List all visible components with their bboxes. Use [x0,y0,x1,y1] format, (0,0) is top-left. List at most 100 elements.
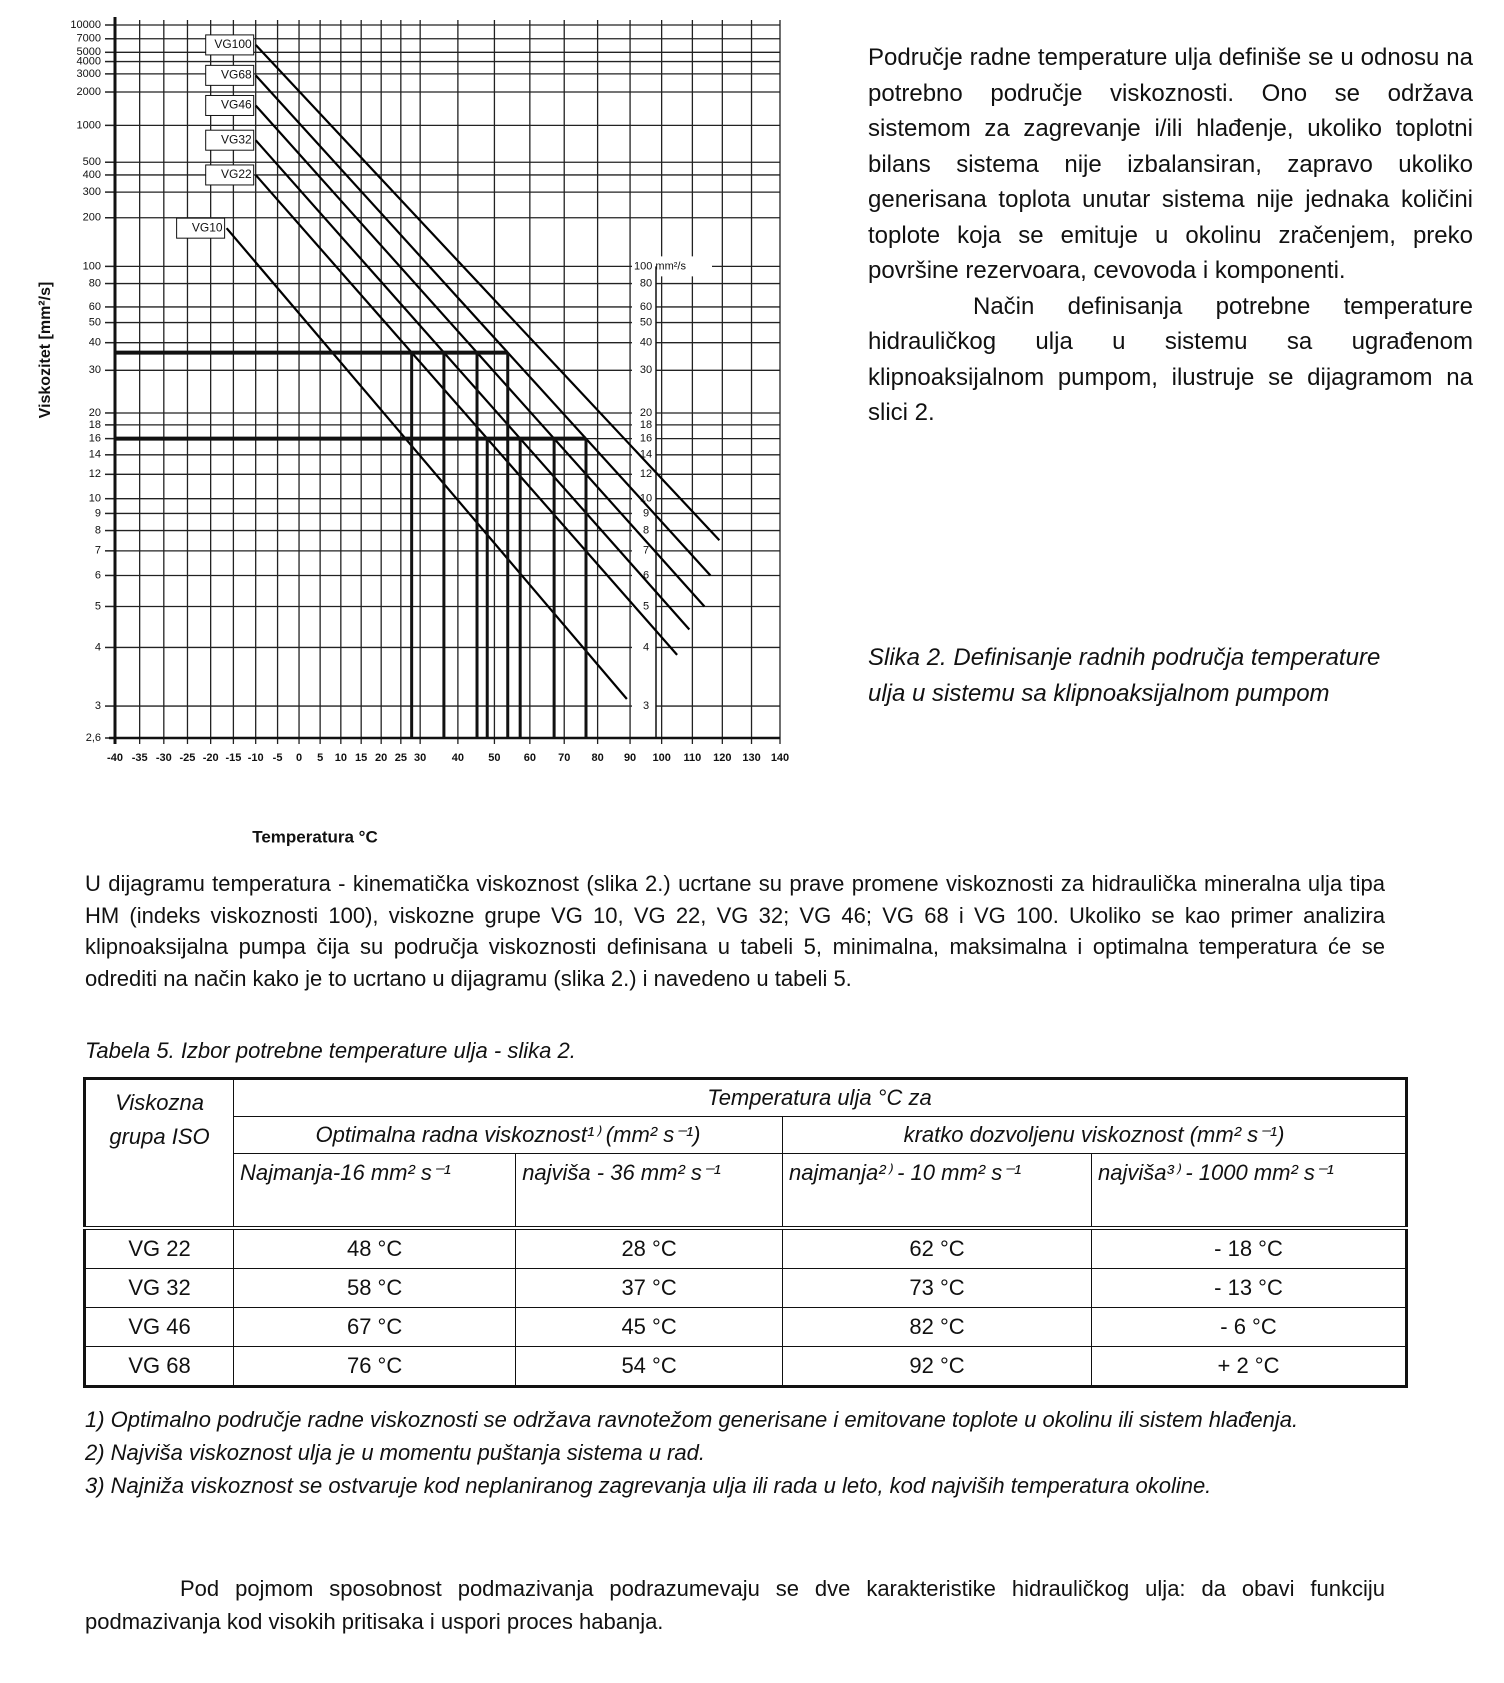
series-label: VG68 [221,68,252,82]
y-tick-label: 12 [89,468,101,480]
header-cell: kratko dozvoljenu viskoznost (mm² s⁻¹) [781,1116,1408,1154]
y-tick-label: 10000 [70,19,101,31]
y-tick-label: 100 [83,260,101,272]
y-tick-label: 20 [89,407,101,419]
inner-tick-label: 7 [643,545,649,557]
series-label: VG100 [214,37,252,51]
inner-tick-label: 3 [643,700,649,712]
series-label-bg [205,64,255,86]
header-cell: Optimalna radna viskoznost¹⁾ (mm² s⁻¹) [233,1116,783,1154]
chart: Temperatura °C Viskozitet [mm²/s] -40 -35… [37,17,789,846]
y-tick-label: 6 [95,569,101,581]
inner-tick-label: 40 [640,337,652,349]
x-tick-label: -10 [248,752,264,764]
x-tick-label: -20 [203,752,219,764]
inner-tick-label: 100 mm²/s [634,260,686,272]
x-tick-label: 80 [591,752,603,764]
inner-tick-label: 80 [640,277,652,289]
y-tick-label: 14 [89,449,101,461]
x-tick-label: -25 [180,752,196,764]
footnote: 2) Najviša viskoznost ulja je u momentu … [85,1440,705,1465]
header-cell: Temperatura ulja °C za [233,1078,1407,1117]
footnote: 1) Optimalno područje radne viskoznosti … [85,1407,1299,1432]
inner-tick-label: 50 [640,316,652,328]
y-tick-label: 5000 [77,46,101,58]
table-cell: 28 °C [515,1227,783,1269]
inner-tick-label: 14 [640,449,652,461]
y-tick-label: 16 [89,433,101,445]
inner-tick-label: 5 [643,600,649,612]
viscosity-line [254,74,712,577]
x-tick-label: 30 [414,752,426,764]
x-tick-label: 70 [558,752,570,764]
footnotes: 1) Optimalno područje radne viskoznosti … [85,1403,1385,1502]
x-tick-label: 140 [771,752,789,764]
y-tick-label: 10 [89,493,101,505]
table-cell: VG 46 [84,1307,234,1347]
table-cell: + 2 °C [1091,1346,1407,1387]
viscosity-line [254,139,691,631]
inner-tick-label: 18 [640,419,652,431]
x-tick-label: -35 [132,752,148,764]
x-tick-label: 60 [524,752,536,764]
x-tick-label: -30 [156,752,172,764]
x-tick-label: -5 [273,752,283,764]
y-tick-label: 9 [95,507,101,519]
table-caption: Tabela 5. Izbor potrebne temperature ulj… [85,1038,576,1063]
series-label-bg [205,94,255,116]
y-tick-label: 30 [89,364,101,376]
y-tick-label: 7000 [77,33,101,45]
x-tick-label: 0 [296,752,302,764]
inner-tick-label: 12 [640,468,652,480]
x-tick-label: 110 [684,752,702,764]
series-label: VG22 [221,167,252,181]
y-tick-label: 500 [83,156,101,168]
y-tick-label: 300 [83,186,101,198]
table-cell: 37 °C [515,1268,783,1308]
y-tick-label: 3 [95,700,101,712]
table-row: VG 68 76 °C 54 °C 92 °C + 2 °C [84,1346,1407,1387]
paragraph: U dijagramu temperatura - kinematička vi… [85,871,1385,991]
header-cell: najmanja²⁾ - 10 mm² s⁻¹ [781,1153,1093,1229]
paragraph: Područje radne temperature ulja definiše… [868,44,1473,284]
table-cell: - 18 °C [1091,1227,1407,1269]
table: Viskozna grupa ISO Temperatura ulja °C z… [83,1077,1408,1388]
viscosity-line [254,44,721,541]
y-tick-label: 2000 [77,86,101,98]
table-cell: 67 °C [232,1307,517,1347]
x-tick-label: 50 [488,752,500,764]
series-label: VG46 [221,98,252,112]
inner-tick-label: 16 [640,433,652,445]
y-tick-label: 40 [89,337,101,349]
table-cell: 58 °C [232,1268,517,1308]
y-tick-label: 1000 [77,119,101,131]
table-row: VG 46 67 °C 45 °C 82 °C - 6 °C [84,1307,1407,1347]
x-tick-label: 130 [742,752,760,764]
table-cell: 62 °C [781,1227,1093,1269]
y-tick-label: 200 [83,212,101,224]
table-cell: 76 °C [232,1346,517,1387]
y-tick-label: 18 [89,419,101,431]
series-label: VG32 [221,132,252,146]
series-label-bg [205,164,255,186]
x-axis-label: Temperatura °C [252,827,378,846]
table-row: VG 32 58 °C 37 °C 73 °C - 13 °C [84,1268,1407,1308]
x-tick-label: 10 [335,752,347,764]
y-tick-label: 80 [89,277,101,289]
header-cell: Viskozna grupa ISO [84,1078,234,1230]
viscosity-line [225,227,628,700]
inner-tick-label: 20 [640,407,652,419]
y-tick-label: 60 [89,301,101,313]
table-cell: VG 68 [84,1346,234,1387]
inner-tick-label: 60 [640,301,652,313]
inner-tick-label: 4 [643,641,649,653]
x-tick-label: 120 [713,752,731,764]
series-label-bg [205,129,255,151]
header-cell: Najmanja-16 mm² s⁻¹ [232,1153,517,1229]
table-cell: 92 °C [781,1346,1093,1387]
series-label: VG10 [192,220,223,234]
x-tick-label: 5 [317,752,323,764]
series-label-bg [176,217,226,239]
y-tick-label: 400 [83,169,101,181]
